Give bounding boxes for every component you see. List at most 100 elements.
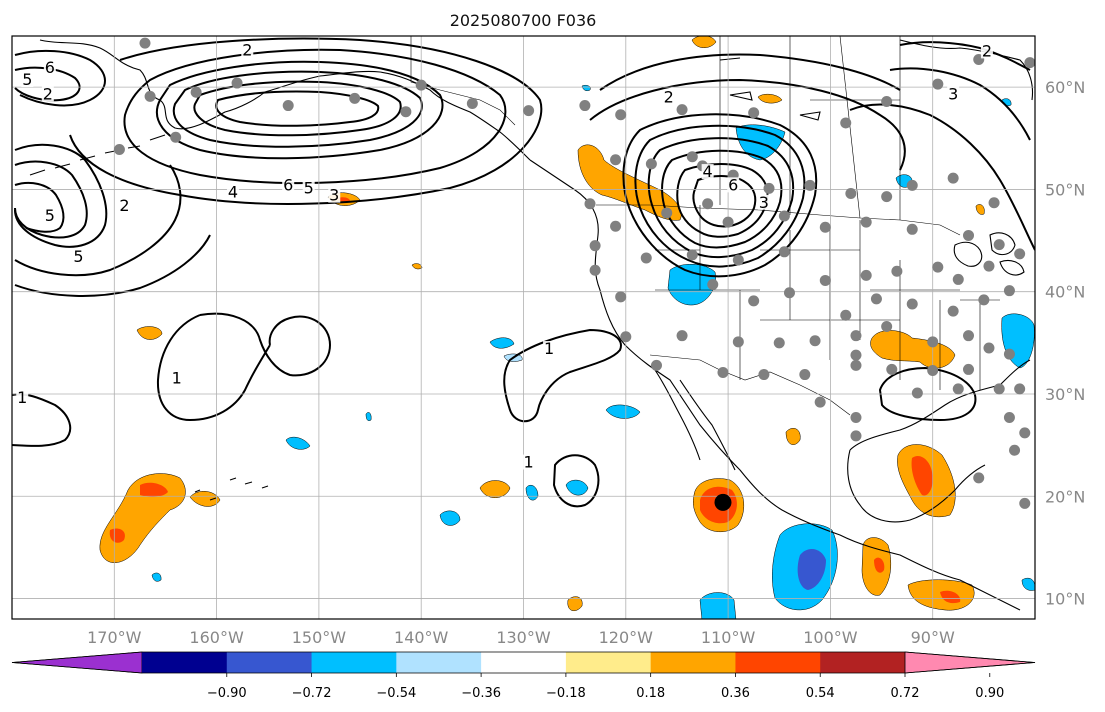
contour-label: 2 (119, 196, 129, 215)
contour-line (661, 149, 783, 249)
station-dot (983, 260, 995, 272)
station-dot (809, 335, 821, 347)
contour-label: 1 (524, 453, 534, 472)
contour-label-bg (980, 43, 993, 59)
contour-label: 1 (172, 369, 182, 388)
contour-label: 5 (304, 178, 314, 197)
contour-line (589, 78, 906, 171)
station-dot (1019, 497, 1031, 509)
contour-line (622, 113, 818, 278)
station-dot (676, 330, 688, 342)
station-dot (349, 92, 361, 104)
station-dot (1019, 427, 1031, 439)
station-dot (640, 252, 652, 264)
station-dot (840, 117, 852, 129)
contour-label-bg (226, 184, 239, 200)
station-dot (650, 359, 662, 371)
latitude-tick-label: 20°N (1045, 487, 1085, 506)
map-title: 2025080700 F036 (450, 11, 597, 30)
colorbar-tick-label: −0.54 (376, 686, 416, 701)
colorbar-swatch (481, 652, 567, 673)
station-dot (686, 249, 698, 261)
light-blue-anomaly-region (439, 510, 461, 526)
station-dot (676, 104, 688, 116)
colorbar-tick-label: 0.18 (636, 686, 665, 701)
longitude-tick-label: 150°W (292, 628, 347, 647)
contour-label-bg (757, 194, 770, 210)
orange-anomaly-region (757, 93, 783, 104)
colorbar-extend-low (11, 651, 143, 674)
station-dot (911, 387, 923, 399)
longitude-tick-label: 170°W (87, 628, 142, 647)
station-dot (886, 363, 898, 375)
station-dot (722, 216, 734, 228)
light-blue-anomaly-region (605, 404, 641, 419)
station-dot (645, 158, 657, 170)
station-dot (732, 336, 744, 348)
contour-label-bg (118, 197, 131, 213)
colorbar-swatch (142, 652, 228, 673)
station-dot (819, 274, 831, 286)
red-anomaly-region (911, 455, 933, 496)
contour-label: 6 (728, 175, 738, 194)
station-dot (615, 109, 627, 121)
station-dot (952, 273, 964, 285)
contour-label: 3 (329, 186, 339, 205)
contour-label: 2 (664, 87, 674, 106)
longitude-tick-label: 100°W (803, 628, 858, 647)
coastline-gulf (847, 359, 1031, 523)
longitude-tick-label: 110°W (701, 628, 756, 647)
station-dot (615, 291, 627, 303)
contour-label-bg (543, 341, 556, 357)
station-dot (963, 363, 975, 375)
station-dot (1003, 348, 1015, 360)
light-blue-anomaly-region (1021, 577, 1035, 591)
latitude-tick-label: 40°N (1045, 283, 1085, 302)
colorbar-swatch (396, 652, 482, 673)
colorbar-swatch (311, 652, 397, 673)
station-dot (952, 383, 964, 395)
longitude-tick-label: 140°W (394, 628, 449, 647)
light-blue-anomaly-region (365, 412, 372, 421)
red-anomaly-region (109, 528, 125, 543)
contour-label: 2 (242, 40, 252, 59)
longitude-tick-label: 160°W (189, 628, 244, 647)
station-dot (850, 330, 862, 342)
map-frame (11, 35, 1036, 620)
coastline-west-coast (529, 159, 1021, 611)
latitude-tick-label: 10°N (1045, 590, 1085, 609)
station-dot (748, 295, 760, 307)
station-dot (170, 131, 182, 143)
contour-line (172, 70, 423, 148)
center-marker-layer (714, 493, 732, 511)
station-dot (906, 298, 918, 310)
orange-anomaly-region (785, 428, 801, 445)
station-dot (400, 106, 412, 118)
contour-label: 5 (45, 206, 55, 225)
station-dot (850, 359, 862, 371)
station-dot (850, 349, 862, 361)
station-dot (231, 77, 243, 89)
contour-label: 2 (982, 41, 992, 60)
contour-line (14, 164, 182, 277)
coastline-aleutians (29, 134, 166, 176)
colorbar-swatch (735, 652, 821, 673)
contour-label: 1 (544, 339, 554, 358)
station-dot (881, 191, 893, 203)
colorbar-tick-label: −0.72 (292, 686, 332, 701)
contour-line (123, 48, 507, 185)
colorbar-swatch (226, 652, 313, 673)
station-dot (707, 279, 719, 291)
station-dot (927, 364, 939, 376)
contour-line (156, 312, 332, 422)
longitude-tick-label: 130°W (496, 628, 551, 647)
colorbar-swatch (820, 652, 906, 673)
lat-lon-grid (12, 36, 1035, 619)
station-dot (190, 86, 202, 98)
orange-anomaly-region (577, 144, 682, 221)
station-dot (579, 100, 591, 112)
station-dot (778, 210, 790, 222)
colorbar-tick-label: −0.90 (207, 686, 247, 701)
latitude-tick-label: 60°N (1045, 78, 1085, 97)
station-dot (783, 287, 795, 299)
